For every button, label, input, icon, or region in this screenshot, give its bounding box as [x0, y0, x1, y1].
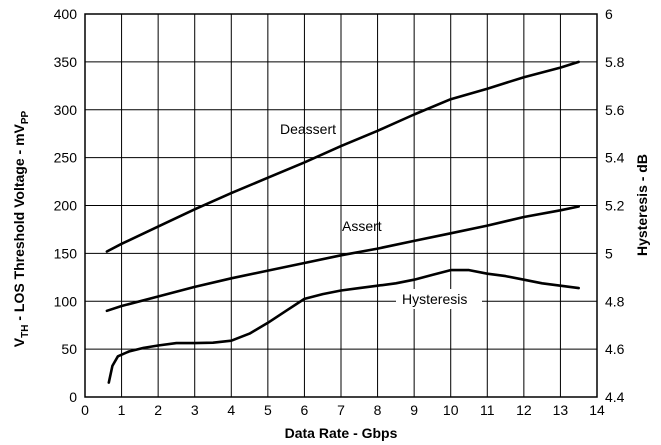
x-tick-label: 7 — [337, 402, 345, 418]
y2-tick-label: 5 — [605, 245, 613, 261]
y-tick-label: 200 — [54, 198, 78, 214]
series-label-assert: Assert — [342, 218, 382, 234]
x-tick-label: 2 — [154, 402, 162, 418]
x-tick-label: 3 — [191, 402, 199, 418]
x-tick-label: 14 — [589, 402, 605, 418]
x-tick-label: 1 — [118, 402, 126, 418]
y2-tick-label: 5.6 — [605, 102, 625, 118]
hysteresis-label-background — [396, 289, 482, 309]
y-tick-label: 250 — [54, 150, 78, 166]
y-tick-label: 350 — [54, 54, 78, 70]
x-tick-label: 13 — [553, 402, 569, 418]
y2-tick-label: 5.4 — [605, 150, 625, 166]
x-tick-label: 6 — [301, 402, 309, 418]
x-tick-label: 0 — [81, 402, 89, 418]
series-label-deassert: Deassert — [280, 121, 336, 137]
y2-tick-label: 5.8 — [605, 54, 625, 70]
x-tick-label: 12 — [516, 402, 532, 418]
plot-frame — [84, 13, 598, 398]
x-axis-title: Data Rate - Gbps — [285, 425, 398, 441]
x-tick-label: 4 — [227, 402, 235, 418]
y-tick-label: 400 — [54, 6, 78, 22]
y2-tick-label: 4.4 — [605, 389, 625, 405]
y2-tick-label: 5.2 — [605, 198, 625, 214]
x-tick-label: 10 — [443, 402, 459, 418]
series-line-deassert — [105, 60, 581, 253]
y2-tick-label: 6 — [605, 6, 613, 22]
y-axis-title-text: - LOS Threshold Voltage - mV — [11, 123, 27, 324]
y-tick-label: 0 — [69, 389, 77, 405]
x-tick-label: 8 — [374, 402, 382, 418]
y-tick-label: 50 — [61, 341, 77, 357]
grid-lines — [85, 14, 597, 397]
series-line-hysteresis — [107, 268, 581, 384]
y-axis-title-symbol: V — [11, 337, 27, 347]
series-label-hysteresis: Hysteresis — [402, 291, 467, 307]
series-line-assert — [105, 205, 581, 313]
x-tick-label: 11 — [480, 402, 495, 418]
y-axis-title: VTH - LOS Threshold Voltage - mVPP — [11, 110, 31, 347]
y-axis-title-subscript: TH — [20, 325, 31, 338]
y2-tick-label: 4.8 — [605, 293, 625, 309]
y-tick-label: 100 — [54, 293, 78, 309]
tick-labels: 0 1 2 3 4 5 6 7 8 9 10 11 12 13 1405010015020025030035… — [54, 6, 625, 418]
y-tick-label: 150 — [54, 245, 78, 261]
y-tick-label: 300 — [54, 102, 78, 118]
y2-tick-label: 4.6 — [605, 341, 625, 357]
x-tick-label: 5 — [264, 402, 272, 418]
y-axis-title-unit-subscript: PP — [20, 110, 31, 124]
series-layer — [105, 60, 581, 384]
x-tick-label: 9 — [410, 402, 418, 418]
y2-axis-title: Hysteresis - dB — [634, 154, 650, 256]
